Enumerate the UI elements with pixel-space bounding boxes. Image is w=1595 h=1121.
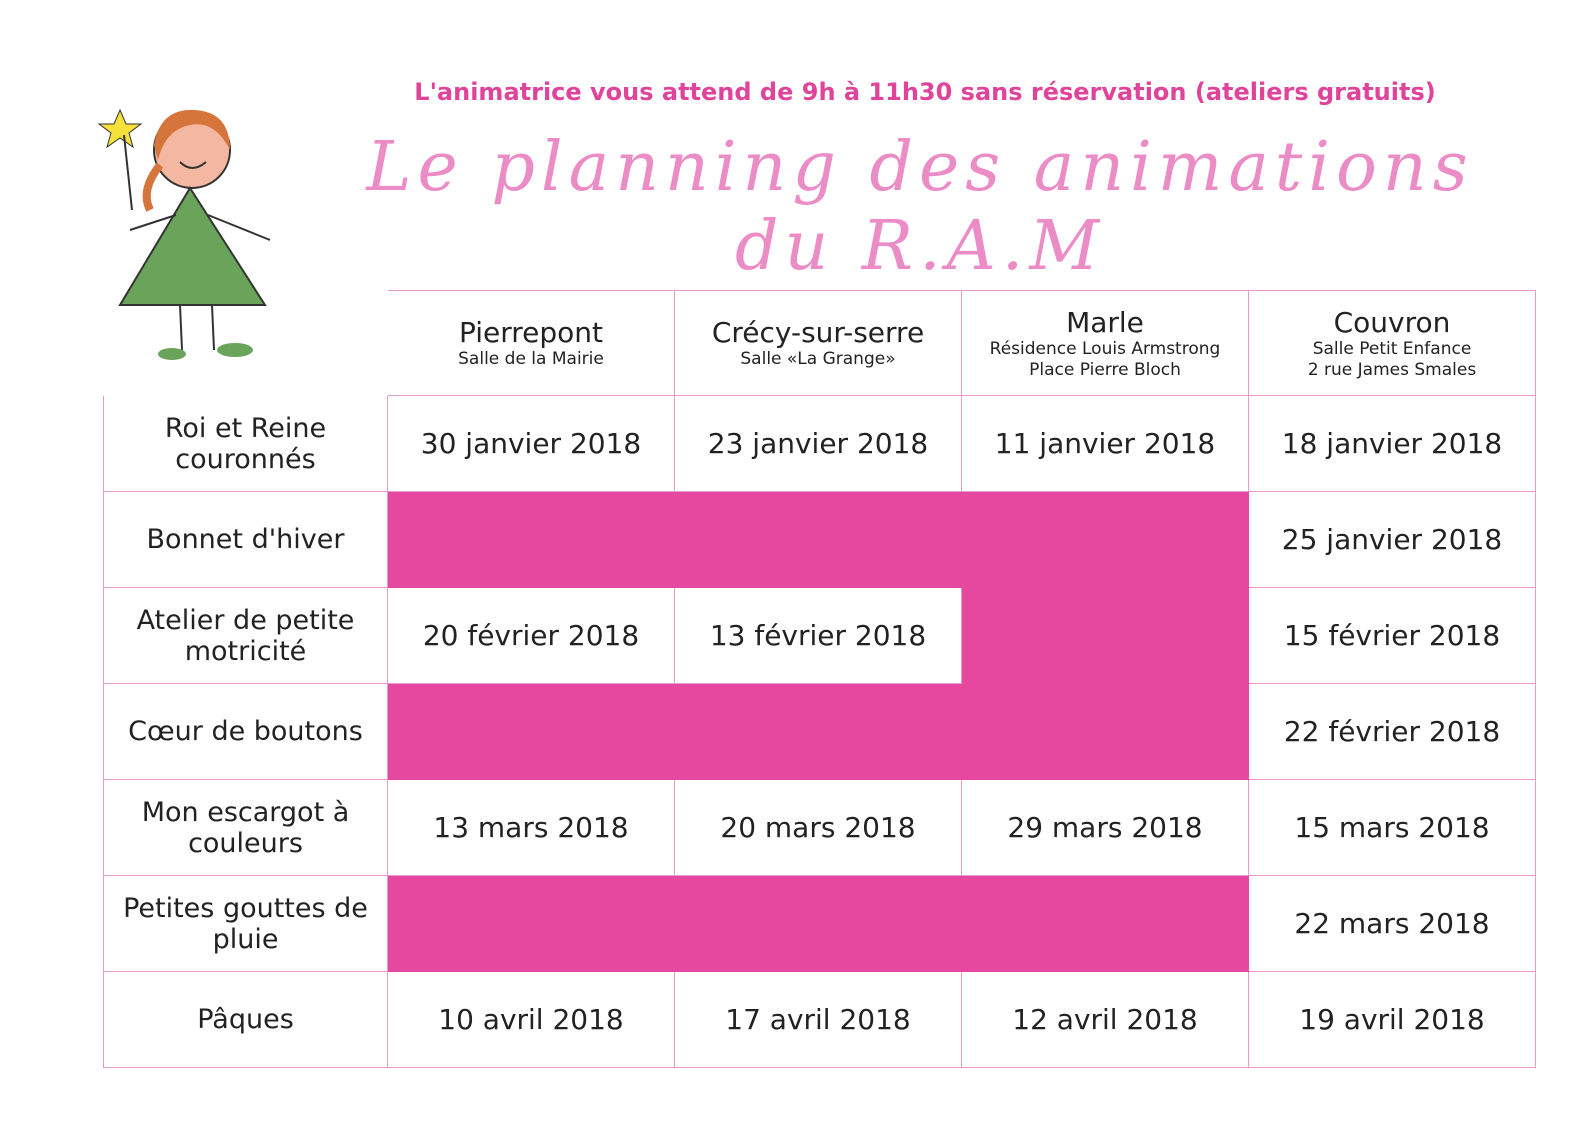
subtitle: L'animatrice vous attend de 9h à 11h30 s… — [414, 78, 1436, 106]
site-name: Couvron — [1333, 305, 1451, 339]
date-cell: 29 mars 2018 — [962, 780, 1249, 876]
date-cell: 12 avril 2018 — [962, 972, 1249, 1068]
site-detail: Place Pierre Bloch — [1029, 359, 1181, 380]
date-cell: 20 mars 2018 — [675, 780, 962, 876]
activity-label: Atelier de petite motricité — [103, 588, 388, 684]
date-cell: 23 janvier 2018 — [675, 396, 962, 492]
date-cell: 18 janvier 2018 — [1249, 396, 1536, 492]
unavailable-cell — [388, 684, 675, 780]
site-name: Marle — [1066, 305, 1144, 339]
site-detail: Salle «La Grange» — [740, 349, 896, 369]
activity-label: Roi et Reine couronnés — [103, 396, 388, 492]
unavailable-cell — [675, 492, 962, 588]
date-cell: 17 avril 2018 — [675, 972, 962, 1068]
schedule-table: Pierrepont Salle de la Mairie Crécy-sur-se… — [103, 290, 1536, 1068]
date-cell: 22 mars 2018 — [1249, 876, 1536, 972]
date-cell: 20 février 2018 — [388, 588, 675, 684]
column-header: Pierrepont Salle de la Mairie — [388, 290, 675, 396]
column-header: Marle Résidence Louis Armstrong Place Pier… — [962, 290, 1249, 396]
date-cell: 11 janvier 2018 — [962, 396, 1249, 492]
unavailable-cell — [675, 684, 962, 780]
date-cell: 19 avril 2018 — [1249, 972, 1536, 1068]
site-detail: Salle de la Mairie — [458, 349, 604, 369]
unavailable-cell — [675, 876, 962, 972]
site-detail: Résidence Louis Armstrong — [989, 338, 1221, 359]
unavailable-cell — [388, 492, 675, 588]
unavailable-cell — [962, 876, 1249, 972]
site-detail: Salle Petit Enfance — [1312, 338, 1472, 359]
date-cell: 15 mars 2018 — [1249, 780, 1536, 876]
unavailable-cell — [962, 684, 1249, 780]
activity-label: Cœur de boutons — [103, 684, 388, 780]
unavailable-cell — [962, 588, 1249, 684]
activity-label: Pâques — [103, 972, 388, 1068]
site-name: Crécy-sur-serre — [711, 316, 925, 349]
date-cell: 13 février 2018 — [675, 588, 962, 684]
unavailable-cell — [388, 876, 675, 972]
date-cell: 25 janvier 2018 — [1249, 492, 1536, 588]
date-cell: 30 janvier 2018 — [388, 396, 675, 492]
date-cell: 13 mars 2018 — [388, 780, 675, 876]
title: Le planning des animations du R.A.M — [366, 128, 1474, 286]
activity-label: Petites gouttes de pluie — [103, 876, 388, 972]
date-cell: 22 février 2018 — [1249, 684, 1536, 780]
site-name: Pierrepont — [458, 316, 604, 349]
column-header: Crécy-sur-serre Salle «La Grange» — [675, 290, 962, 396]
fairy-illustration — [97, 108, 271, 360]
column-header: Couvron Salle Petit Enfance 2 rue James Sm… — [1249, 290, 1536, 396]
corner-cell — [103, 290, 388, 396]
date-cell: 15 février 2018 — [1249, 588, 1536, 684]
activity-label: Mon escargot à couleurs — [103, 780, 388, 876]
activity-label: Bonnet d'hiver — [103, 492, 388, 588]
date-cell: 10 avril 2018 — [388, 972, 675, 1068]
site-detail: 2 rue James Smales — [1307, 359, 1477, 380]
unavailable-cell — [962, 492, 1249, 588]
